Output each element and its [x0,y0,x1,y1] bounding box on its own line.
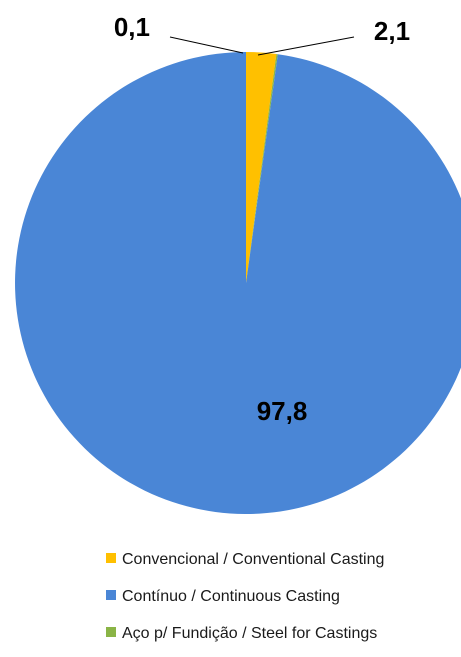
legend-swatch-convencional-conventional-casting [106,553,116,563]
pie-slice-aco-p-fundicao-steel-for-castings [246,54,278,284]
pie-slice-convencional-conventional-casting [246,52,277,283]
legend-label-convencional-conventional-casting: Convencional / Conventional Casting [122,551,384,568]
legend-swatch-aco-p-fundicao-steel-for-castings [106,627,116,637]
data-label-continuo-continuous-casting: 97,8 [257,396,308,426]
leader-line-2-1 [257,36,355,56]
leader-line-0-1 [169,36,244,54]
legend: Convencional / Conventional Casting Contí… [106,551,384,642]
data-label-convencional-conventional-casting: 2,1 [374,16,410,46]
pie-slice-continuo-continuous-casting [15,52,461,514]
data-labels: 0,1 2,1 97,8 [114,12,410,426]
pie-slices [15,52,461,514]
leader-lines [169,36,355,56]
legend-swatch-continuo-continuous-casting [106,590,116,600]
data-label-aco-p-fundicao-steel-for-castings: 0,1 [114,12,150,42]
legend-label-continuo-continuous-casting: Contínuo / Continuous Casting [122,588,340,605]
legend-label-aco-p-fundicao-steel-for-castings: Aço p/ Fundição / Steel for Castings [122,625,377,642]
